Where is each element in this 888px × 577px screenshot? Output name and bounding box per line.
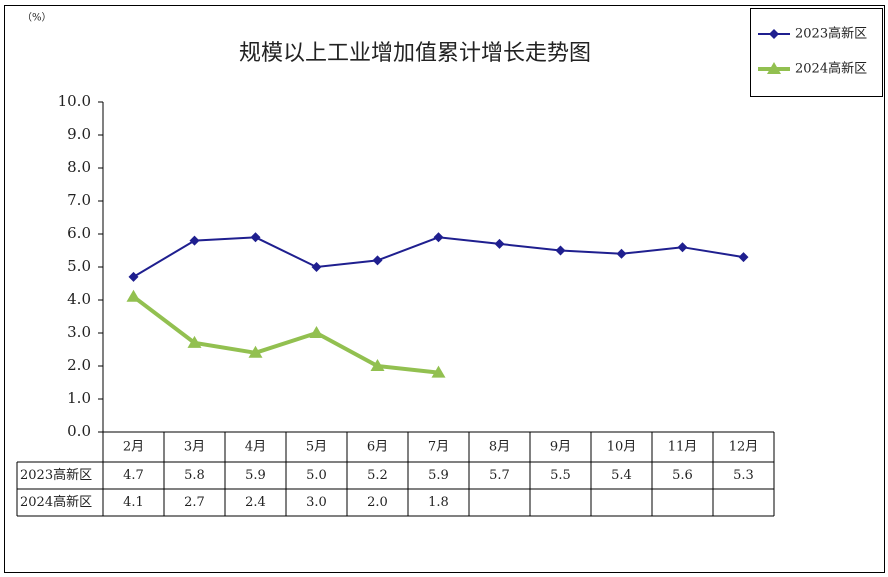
y-tick-label: 5.0 <box>67 257 91 275</box>
y-tick-label: 1.0 <box>67 389 91 407</box>
series-line <box>132 295 439 375</box>
y-tick-label: 3.0 <box>67 323 91 341</box>
x-tick-label: 11月 <box>668 440 698 455</box>
data-point <box>311 262 322 272</box>
table-value: 5.8 <box>184 468 205 483</box>
legend-marker <box>769 29 779 39</box>
x-tick-label: 4月 <box>245 440 266 455</box>
table-value: 5.9 <box>245 468 266 483</box>
table-value: 1.8 <box>428 495 449 510</box>
x-tick-label: 9月 <box>550 440 571 455</box>
y-tick-label: 10.0 <box>58 92 91 110</box>
data-point <box>677 242 688 253</box>
data-point <box>126 289 141 302</box>
table-value: 5.0 <box>306 468 327 483</box>
table-row-label: 2023高新区 <box>20 467 92 483</box>
table-value: 5.2 <box>367 468 388 483</box>
chart-title: 规模以上工业增加值累计增长走势图 <box>239 41 591 66</box>
data-point <box>128 271 139 282</box>
x-tick-label: 6月 <box>367 440 388 455</box>
unit-label: （%） <box>22 12 52 24</box>
data-point <box>616 248 627 259</box>
frame <box>4 5 885 573</box>
y-tick-label: 2.0 <box>67 356 91 374</box>
y-tick-label: 4.0 <box>67 290 91 308</box>
y-tick-label: 9.0 <box>67 125 91 143</box>
table-value: 5.7 <box>489 468 510 483</box>
data-point <box>372 255 383 266</box>
table-value: 5.6 <box>672 468 693 483</box>
x-tick-label: 5月 <box>306 440 327 455</box>
table-value: 2.0 <box>367 495 388 510</box>
data-point <box>555 245 566 256</box>
data-point <box>248 345 263 358</box>
x-tick-label: 12月 <box>729 440 759 455</box>
table-value: 4.1 <box>123 495 144 510</box>
data-point <box>433 232 444 243</box>
data-point <box>738 252 749 263</box>
legend-box <box>750 8 883 97</box>
y-tick-label: 8.0 <box>67 158 91 176</box>
table-value: 4.7 <box>123 468 144 483</box>
y-tick-label: 6.0 <box>67 224 91 242</box>
x-tick-label: 3月 <box>184 440 205 455</box>
table-row-label: 2024高新区 <box>20 494 92 510</box>
table-value: 5.5 <box>550 468 571 483</box>
x-tick-label: 10月 <box>607 440 637 455</box>
x-tick-label: 8月 <box>489 440 510 455</box>
data-point <box>189 235 200 246</box>
data-point <box>494 238 505 249</box>
data-point <box>187 335 202 348</box>
table-value: 2.4 <box>245 495 266 510</box>
y-tick-label: 7.0 <box>67 191 91 209</box>
table-value: 3.0 <box>306 495 327 510</box>
x-tick-label: 2月 <box>123 440 144 455</box>
data-point <box>309 326 324 338</box>
data-point <box>431 365 446 378</box>
table-value: 5.9 <box>428 468 449 483</box>
table-value: 5.4 <box>611 468 632 483</box>
table-value: 5.3 <box>733 468 754 483</box>
y-tick-label: 0.0 <box>67 422 91 440</box>
data-point <box>250 232 261 243</box>
legend-label: 2024高新区 <box>795 61 867 77</box>
series-line <box>132 236 744 278</box>
legend-label: 2023高新区 <box>795 26 867 42</box>
legend-marker <box>767 62 781 74</box>
x-tick-label: 7月 <box>428 440 449 455</box>
table-value: 2.7 <box>184 495 205 510</box>
data-point <box>370 359 385 371</box>
